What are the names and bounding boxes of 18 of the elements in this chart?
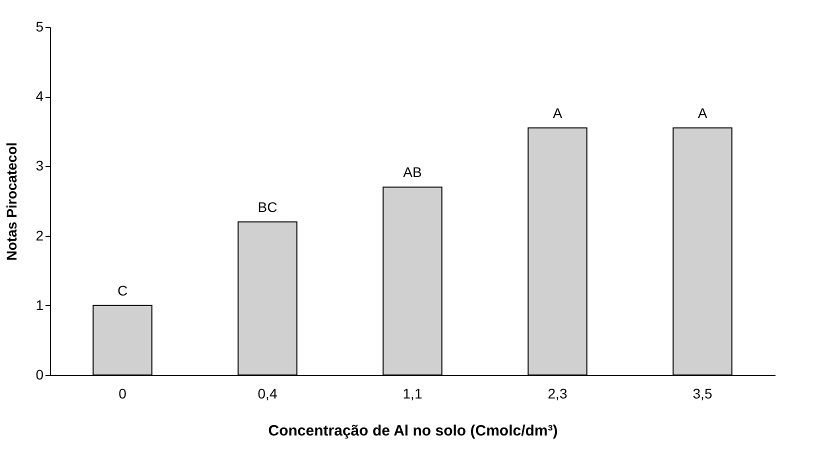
annotation: AB	[403, 164, 422, 180]
x-tick-label: 3,5	[692, 386, 712, 402]
annotation: BC	[258, 198, 278, 215]
x-axis-title: Concentração de Al no solo (Cmolc/dm³)	[268, 422, 558, 440]
annotation: A	[698, 104, 708, 121]
x-tick-label: 1,1	[402, 386, 422, 402]
y-tick-label: 4	[36, 88, 44, 104]
x-tick-label: 0	[118, 386, 127, 402]
y-axis-title: Notas Pirocatecol	[4, 142, 20, 261]
x-tick-label: 0,4	[258, 386, 278, 402]
y-tick-label: 1	[36, 296, 44, 313]
y-tick-label: 2	[36, 227, 44, 244]
y-tick-label: 5	[36, 18, 44, 34]
annotation: C	[117, 282, 128, 298]
y-tick-label: 0	[36, 366, 44, 382]
y-tick-label: 3	[36, 158, 44, 174]
x-tick-label: 2,3	[548, 386, 568, 402]
annotation: A	[552, 104, 563, 121]
